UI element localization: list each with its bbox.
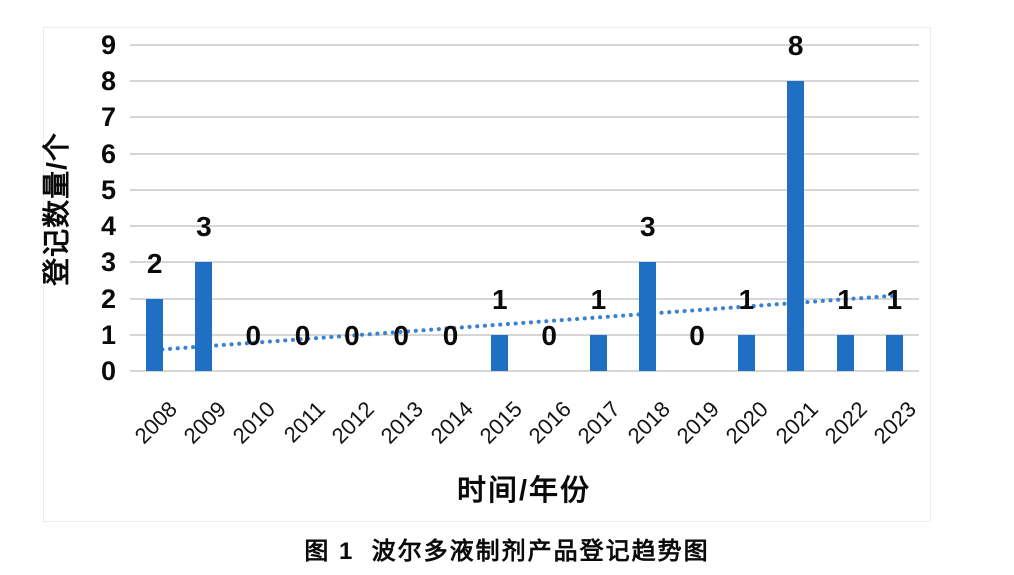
bar-2021 <box>787 81 805 371</box>
data-label-2023: 1 <box>886 283 903 315</box>
data-label-2008: 2 <box>146 247 163 279</box>
data-label-2013: 0 <box>393 320 409 351</box>
bar-2023 <box>885 334 903 371</box>
y-tick-label: 7 <box>100 102 116 133</box>
bar-2015 <box>491 334 509 371</box>
y-tick-label: 9 <box>100 30 116 60</box>
data-label-2016: 0 <box>541 320 557 351</box>
data-label-2014: 0 <box>442 320 459 351</box>
data-label-2017: 1 <box>590 283 607 315</box>
gridline <box>130 116 919 119</box>
gridline <box>130 44 919 46</box>
x-axis-title: 时间/年份 <box>456 475 592 507</box>
gridline <box>130 370 919 372</box>
data-label-2009: 3 <box>196 211 212 243</box>
y-tick-label: 4 <box>100 211 116 242</box>
y-tick-label: 2 <box>100 283 116 314</box>
data-label-2022: 1 <box>837 283 853 315</box>
data-label-2010: 0 <box>245 320 262 351</box>
gridline <box>130 188 919 191</box>
bar-2020 <box>737 334 755 371</box>
data-label-2015: 1 <box>492 283 508 315</box>
figure-caption: 图 1 波尔多液制剂产品登记趋势图 <box>304 538 710 565</box>
chart-area-border <box>43 27 931 522</box>
gridline <box>130 333 919 336</box>
data-label-2019: 0 <box>689 320 705 351</box>
y-tick-label: 5 <box>100 174 116 205</box>
gridline <box>130 261 919 264</box>
y-axis-title: 登记数量/个 <box>41 132 72 286</box>
gridline <box>130 152 919 155</box>
gridline <box>130 80 919 83</box>
gridline <box>130 225 919 228</box>
y-tick-label: 3 <box>100 247 116 278</box>
gridline <box>130 297 919 300</box>
y-tick-label: 0 <box>100 356 116 386</box>
data-label-2011: 0 <box>294 320 311 351</box>
data-label-2018: 3 <box>639 211 656 243</box>
data-label-2021: 8 <box>787 30 804 62</box>
bar-2008 <box>146 298 164 371</box>
bar-2018 <box>639 262 657 371</box>
y-tick-label: 1 <box>100 319 116 350</box>
y-tick-label: 6 <box>100 138 116 169</box>
bar-2017 <box>589 334 607 371</box>
data-label-2020: 1 <box>738 283 755 315</box>
bar-2022 <box>836 334 854 371</box>
data-label-2012: 0 <box>344 320 360 351</box>
bar-2009 <box>195 262 213 371</box>
y-tick-label: 8 <box>100 66 116 97</box>
